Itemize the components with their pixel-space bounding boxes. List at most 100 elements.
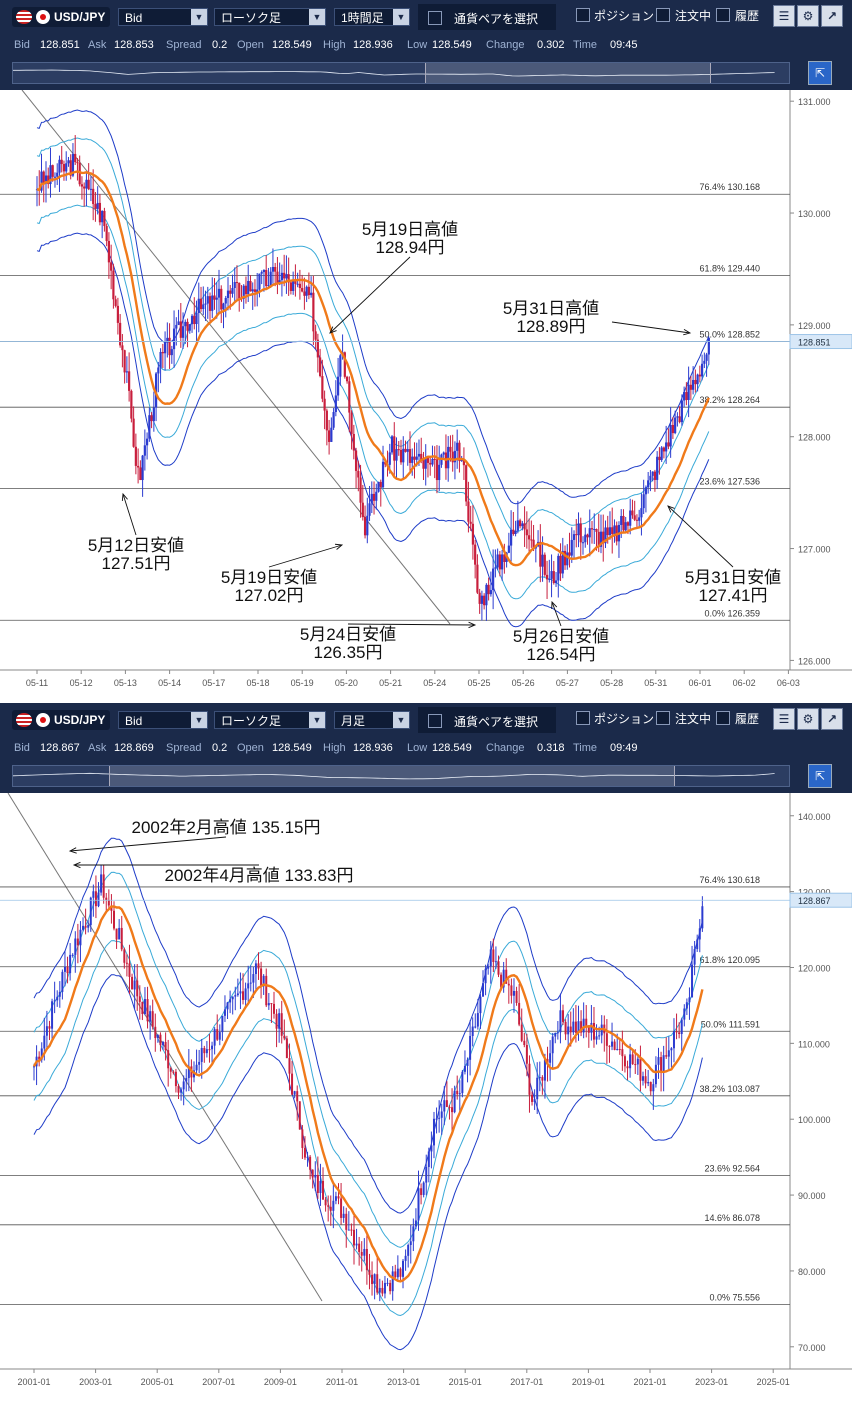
candle [74, 135, 77, 165]
popout-button[interactable]: ↗ [821, 708, 843, 730]
candle [270, 1003, 273, 1023]
annotation-title: 5月26日安値 [513, 627, 609, 646]
candle [271, 248, 275, 284]
candle-body [154, 1026, 157, 1039]
candle-body [256, 289, 259, 292]
open-label: Open [237, 39, 264, 51]
pair-select-checkbox[interactable] [428, 714, 442, 728]
timeframe-select[interactable]: 1時間足 ▼ [334, 8, 410, 26]
order-checkbox[interactable] [656, 711, 670, 725]
candle-body [306, 1156, 309, 1158]
candle [422, 1181, 425, 1198]
candle-body [69, 954, 72, 974]
order-checkbox[interactable] [656, 8, 670, 22]
chart-area[interactable]: 140.000 130.000 120.000 110.000 100.000 90.00… [0, 792, 852, 1403]
candle [656, 451, 659, 489]
navigator-range-handle[interactable] [425, 63, 711, 83]
currency-pair-badge[interactable]: USD/JPY [12, 710, 110, 730]
candle-body [348, 381, 351, 413]
candle [407, 1243, 410, 1268]
navigator-toggle-button[interactable]: ⇱ [808, 61, 832, 85]
menu-button[interactable]: ☰ [773, 708, 795, 730]
position-checkbox[interactable] [576, 711, 590, 725]
candle [244, 982, 247, 1008]
candle-body [618, 1049, 621, 1051]
candle-body [501, 554, 504, 570]
pair-select-checkbox[interactable] [428, 11, 442, 25]
candle-body [181, 326, 185, 338]
candle [58, 155, 61, 192]
navigator-range-handle[interactable] [109, 766, 675, 786]
candle-body [670, 1048, 673, 1051]
y-tick-label: 120.000 [798, 963, 831, 973]
position-checkbox[interactable] [576, 8, 590, 22]
candle [239, 972, 242, 1009]
candle-body [449, 446, 452, 452]
chart-area[interactable]: 131.000 130.000 129.000 128.000 127.000 126.0… [0, 89, 852, 704]
candle [316, 1156, 319, 1199]
candle [559, 543, 562, 581]
fib-level-label: 14.6% 86.078 [704, 1213, 760, 1223]
candle [687, 366, 690, 418]
candle-body [432, 1118, 435, 1146]
candle [180, 1087, 183, 1101]
candle-body [483, 595, 486, 606]
bollinger-upper-inner [33, 871, 703, 1248]
x-tick-label: 2003-01 [79, 1377, 112, 1387]
candle-body [480, 595, 483, 604]
change-value: 0.302 [537, 39, 565, 51]
expand-icon: ⇱ [814, 769, 826, 783]
candle [561, 537, 564, 579]
candle-body [274, 266, 277, 272]
candle-body [164, 1042, 167, 1051]
history-checkbox[interactable] [716, 8, 730, 22]
candle [618, 1039, 621, 1055]
candle [182, 1075, 185, 1106]
candle-body [33, 1066, 35, 1068]
candle-body [438, 1117, 441, 1119]
candle-body [114, 299, 117, 306]
candle-body [321, 376, 324, 399]
candle [311, 1169, 314, 1189]
chart-type-select[interactable]: ローソク足 ▼ [214, 8, 326, 26]
popout-button[interactable]: ↗ [821, 5, 843, 27]
candle-body [115, 928, 118, 940]
candle-body [128, 963, 131, 977]
candle [543, 1053, 546, 1099]
candle [611, 1022, 614, 1051]
chart-type-select[interactable]: ローソク足 ▼ [214, 711, 326, 729]
candle-body [285, 1038, 288, 1059]
candle-body [213, 295, 216, 300]
navigator-toggle-button[interactable]: ⇱ [808, 764, 832, 788]
currency-pair-badge[interactable]: USD/JPY [12, 7, 110, 27]
price-type-select[interactable]: Bid ▼ [118, 711, 208, 729]
candle [370, 481, 373, 514]
candle [143, 429, 146, 471]
settings-button[interactable]: ⚙ [797, 5, 819, 27]
candle [577, 1005, 580, 1041]
candle [406, 441, 409, 466]
price-type-select[interactable]: Bid ▼ [118, 8, 208, 26]
navigator-track[interactable] [12, 62, 790, 84]
candle-body [510, 529, 513, 546]
timeframe-select[interactable]: 月足 ▼ [334, 711, 410, 729]
candle-body [527, 535, 531, 540]
candle [275, 1009, 278, 1048]
price-chart[interactable]: 131.000 130.000 129.000 128.000 127.000 126.0… [0, 89, 852, 700]
candle [186, 318, 189, 348]
price-chart[interactable]: 140.000 130.000 120.000 110.000 100.000 90.00… [0, 792, 852, 1399]
candle [319, 1163, 322, 1206]
candle-body [662, 447, 666, 452]
candle [381, 445, 385, 489]
candle [226, 1001, 229, 1020]
candle-body [435, 1118, 438, 1120]
navigator-track[interactable] [12, 765, 790, 787]
settings-button[interactable]: ⚙ [797, 708, 819, 730]
candle-body [465, 465, 468, 502]
candle-body [487, 966, 490, 969]
x-tick-label: 05-24 [423, 678, 446, 688]
history-checkbox[interactable] [716, 711, 730, 725]
menu-button[interactable]: ☰ [773, 5, 795, 27]
candle-body [502, 969, 505, 988]
